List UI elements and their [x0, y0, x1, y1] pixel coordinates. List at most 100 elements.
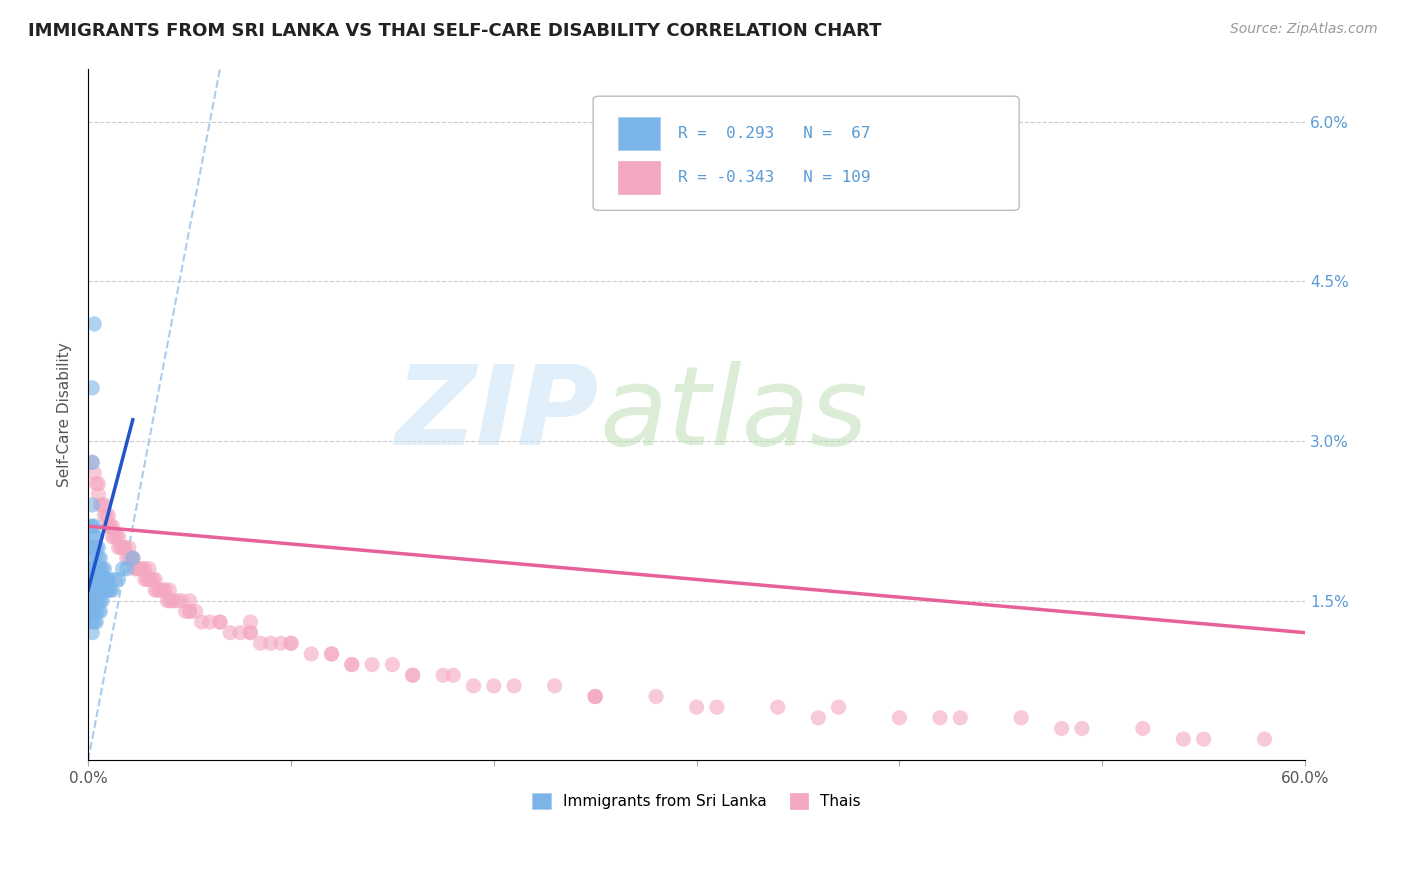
- Point: [100, 519, 122, 533]
- Point: [190, 615, 212, 629]
- Point: [132, 562, 155, 576]
- Point: [110, 541, 132, 555]
- Point: [101, 519, 124, 533]
- Point: [82, 455, 104, 469]
- Point: [114, 541, 136, 555]
- Point: [84, 476, 107, 491]
- Point: [93, 583, 115, 598]
- Point: [82, 455, 104, 469]
- Point: [128, 562, 150, 576]
- Point: [239, 625, 262, 640]
- Point: [87, 583, 110, 598]
- Point: [766, 700, 789, 714]
- Point: [321, 647, 343, 661]
- Point: [174, 604, 197, 618]
- Point: [1132, 722, 1154, 736]
- Point: [89, 498, 111, 512]
- Point: [87, 487, 110, 501]
- Point: [83, 551, 105, 566]
- Point: [111, 562, 134, 576]
- Point: [124, 562, 146, 576]
- Point: [111, 541, 134, 555]
- Point: [79, 541, 101, 555]
- Point: [239, 625, 262, 640]
- Point: [208, 615, 231, 629]
- Point: [83, 615, 105, 629]
- Point: [115, 551, 138, 566]
- Point: [432, 668, 454, 682]
- Point: [97, 583, 120, 598]
- Point: [82, 615, 104, 629]
- Text: Source: ZipAtlas.com: Source: ZipAtlas.com: [1230, 22, 1378, 37]
- Point: [118, 551, 141, 566]
- Point: [706, 700, 728, 714]
- Point: [249, 636, 271, 650]
- Point: [101, 530, 124, 544]
- Point: [89, 604, 111, 618]
- Point: [645, 690, 668, 704]
- Point: [87, 551, 110, 566]
- Point: [146, 583, 169, 598]
- Point: [143, 583, 166, 598]
- Point: [1253, 732, 1275, 747]
- Point: [107, 573, 129, 587]
- Point: [82, 625, 104, 640]
- Point: [101, 583, 124, 598]
- Point: [84, 562, 107, 576]
- Point: [100, 583, 122, 598]
- Point: [97, 508, 120, 523]
- Point: [89, 573, 111, 587]
- Y-axis label: Self-Care Disability: Self-Care Disability: [58, 342, 72, 487]
- Point: [260, 636, 283, 650]
- Point: [321, 647, 343, 661]
- Point: [208, 615, 231, 629]
- Point: [150, 583, 173, 598]
- Point: [160, 593, 183, 607]
- Point: [87, 573, 110, 587]
- Point: [84, 530, 107, 544]
- Point: [87, 562, 110, 576]
- Point: [179, 593, 201, 607]
- FancyBboxPatch shape: [593, 96, 1019, 211]
- Point: [129, 562, 152, 576]
- Point: [107, 541, 129, 555]
- Point: [280, 636, 302, 650]
- Point: [148, 583, 170, 598]
- Point: [583, 690, 606, 704]
- Point: [219, 625, 242, 640]
- Point: [96, 583, 118, 598]
- Point: [143, 573, 166, 587]
- FancyBboxPatch shape: [617, 161, 659, 194]
- Point: [83, 530, 105, 544]
- Point: [82, 604, 104, 618]
- Point: [503, 679, 526, 693]
- Point: [807, 711, 830, 725]
- Legend: Immigrants from Sri Lanka, Thais: Immigrants from Sri Lanka, Thais: [526, 787, 868, 815]
- Point: [134, 562, 156, 576]
- Point: [441, 668, 464, 682]
- Point: [179, 604, 201, 618]
- Point: [83, 519, 105, 533]
- Point: [239, 615, 262, 629]
- Point: [103, 573, 125, 587]
- Point: [89, 562, 111, 576]
- Point: [1071, 722, 1094, 736]
- Point: [121, 551, 143, 566]
- Point: [166, 593, 188, 607]
- Point: [84, 573, 107, 587]
- Point: [949, 711, 972, 725]
- Point: [179, 604, 201, 618]
- Point: [162, 593, 184, 607]
- Point: [299, 647, 322, 661]
- Point: [93, 498, 115, 512]
- Point: [83, 317, 105, 331]
- Point: [280, 636, 302, 650]
- Point: [827, 700, 849, 714]
- Point: [82, 583, 104, 598]
- Point: [87, 604, 110, 618]
- Point: [93, 573, 115, 587]
- Point: [482, 679, 505, 693]
- Point: [82, 519, 104, 533]
- Point: [97, 519, 120, 533]
- FancyBboxPatch shape: [617, 117, 659, 150]
